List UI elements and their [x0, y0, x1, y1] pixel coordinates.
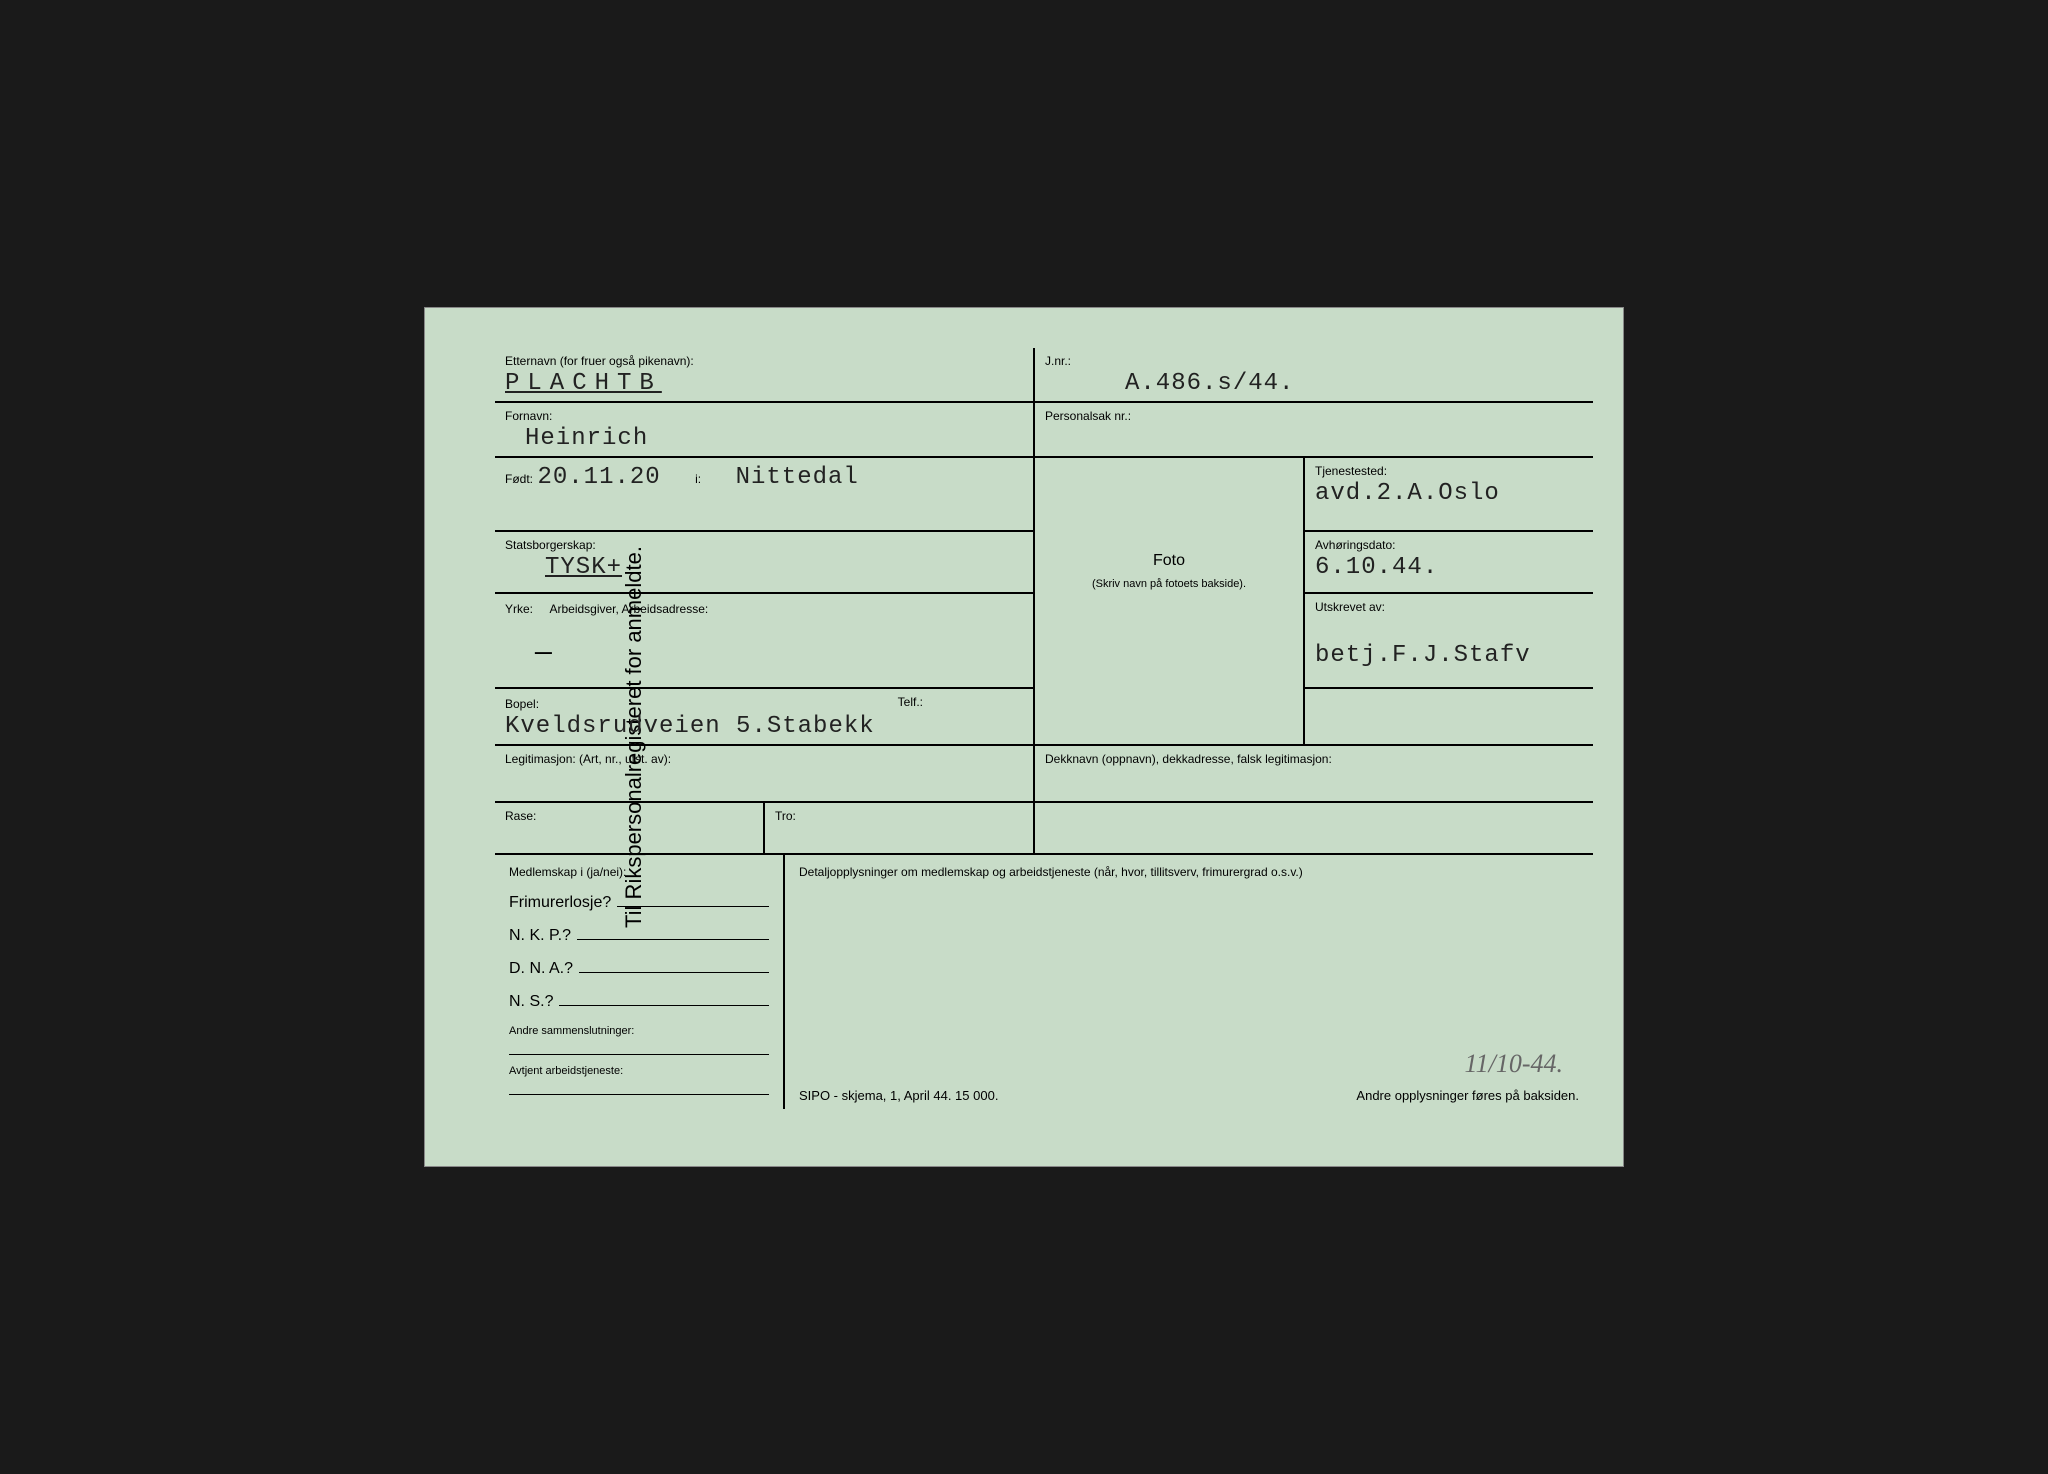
photo-box [1035, 458, 1305, 532]
label-avhoringsdato: Avhøringsdato: [1315, 538, 1583, 552]
label-foto: Foto [1045, 552, 1293, 570]
row-bopel: Bopel: Telf.: Kveldsrudveien 5.Stabekk [495, 689, 1593, 746]
value-yrke-dash: — [505, 618, 1023, 669]
label-etternavn: Etternavn (for fruer også pikenavn): [505, 354, 1023, 368]
registration-card: Til Rikspersonalregisteret for anmeldte.… [424, 307, 1624, 1167]
value-utskrevet: betj.F.J.Stafv [1315, 642, 1583, 669]
label-andre-sammen: Andre sammenslutninger: [509, 1025, 769, 1037]
membership-left: Medlemskap i (ja/nei): Frimurerlosje? N.… [495, 855, 785, 1109]
mem-ns: N. S.? [509, 992, 769, 1011]
handwritten-date: 11/10-44. [1465, 1049, 1563, 1079]
row-fodt: Født: 20.11.20 i: Nittedal Tjenestested:… [495, 458, 1593, 532]
membership-section: Medlemskap i (ja/nei): Frimurerlosje? N.… [495, 853, 1593, 1109]
row-statsborger: Statsborgerskap: TYSK+ Foto (Skriv navn … [495, 532, 1593, 594]
row-legitimasjon: Legitimasjon: (Art, nr., utst. av): Dekk… [495, 746, 1593, 803]
label-yrke: Yrke: [505, 602, 533, 616]
label-fodt: Født: [505, 472, 533, 486]
value-statsborgerskap: TYSK+ [505, 554, 622, 581]
label-dekknavn: Dekknavn (oppnavn), dekkadresse, falsk l… [1045, 752, 1583, 766]
value-etternavn: PLACHTB [505, 370, 662, 397]
mem-frimurer: Frimurerlosje? [509, 893, 769, 912]
label-statsborgerskap: Statsborgerskap: [505, 538, 1023, 552]
mem-nkp: N. K. P.? [509, 926, 769, 945]
value-jnr: A.486.s/44. [1045, 370, 1294, 397]
label-detalj: Detaljopplysninger om medlemskap og arbe… [799, 865, 1579, 879]
value-fodt: 20.11.20 [537, 464, 660, 491]
row-rase: Rase: Tro: [495, 803, 1593, 853]
label-foto-sub: (Skriv navn på fotoets bakside). [1045, 578, 1293, 590]
label-bopel: Bopel: [505, 697, 539, 711]
label-utskrevet: Utskrevet av: [1315, 600, 1583, 614]
value-fodested: Nittedal [736, 464, 859, 491]
label-arbeidsgiver: Arbeidsgiver, Arbeidsadresse: [549, 602, 708, 616]
value-avhoringsdato: 6.10.44. [1315, 554, 1438, 581]
footer-sipo: SIPO - skjema, 1, April 44. 15 000. [799, 1088, 998, 1103]
membership-right: Detaljopplysninger om medlemskap og arbe… [785, 855, 1593, 1109]
mem-dna: D. N. A.? [509, 959, 769, 978]
label-legitimasjon: Legitimasjon: (Art, nr., utst. av): [505, 752, 1023, 766]
value-bopel: Kveldsrudveien 5.Stabekk [505, 713, 1023, 740]
value-fornavn: Heinrich [505, 425, 648, 452]
label-tjenestested: Tjenestested: [1315, 464, 1583, 478]
form-area: Etternavn (for fruer også pikenavn): PLA… [495, 348, 1593, 1136]
label-personalsak: Personalsak nr.: [1045, 409, 1583, 423]
label-i: i: [695, 472, 701, 486]
label-tro: Tro: [775, 809, 1023, 823]
row-fornavn: Fornavn: Heinrich Personalsak nr.: [495, 403, 1593, 458]
footer-andre-opp: Andre opplysninger føres på baksiden. [1356, 1088, 1579, 1103]
label-rase: Rase: [505, 809, 753, 823]
label-telf: Telf.: [898, 695, 923, 709]
row-yrke: Yrke: Arbeidsgiver, Arbeidsadresse: — Ut… [495, 594, 1593, 689]
label-medlemskap: Medlemskap i (ja/nei): [509, 865, 769, 879]
value-tjenestested: avd.2.A.Oslo [1315, 480, 1500, 507]
label-jnr: J.nr.: [1045, 354, 1583, 368]
label-fornavn: Fornavn: [505, 409, 1023, 423]
label-avtjent: Avtjent arbeidstjeneste: [509, 1065, 769, 1077]
row-surname: Etternavn (for fruer også pikenavn): PLA… [495, 348, 1593, 403]
